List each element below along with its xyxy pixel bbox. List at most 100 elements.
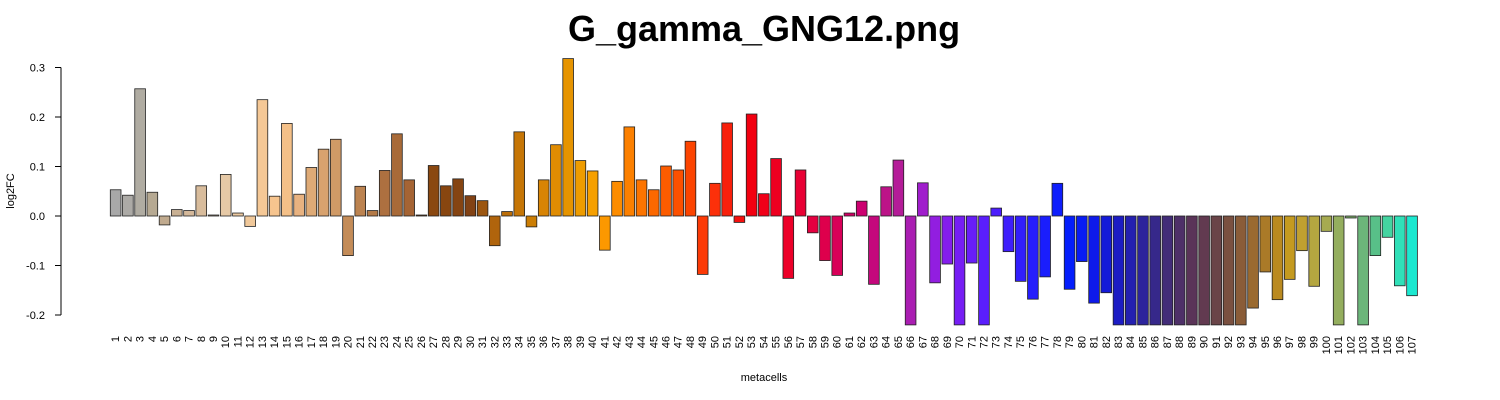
bar-metacell-59	[819, 215, 831, 261]
bar-metacell-81	[1088, 215, 1100, 304]
y-tick-label: 0.1	[30, 162, 45, 174]
bar-metacell-31	[476, 200, 489, 217]
bar-metacell-38	[562, 58, 574, 217]
x-tick-label: 14	[269, 336, 281, 348]
bar-metacell-2	[122, 194, 134, 217]
x-tick-label: 107	[1407, 336, 1419, 354]
x-tick-label: 40	[587, 336, 599, 348]
x-tick-label: 10	[220, 336, 232, 348]
bar-metacell-65	[892, 159, 905, 217]
x-tick-label: 98	[1296, 336, 1308, 348]
x-tick-label: 99	[1309, 336, 1321, 348]
bar-metacell-95	[1259, 215, 1272, 273]
x-tick-label: 25	[404, 336, 416, 348]
x-tick-label: 21	[355, 336, 367, 348]
x-tick-label: 31	[477, 336, 489, 348]
x-tick-label: 30	[465, 336, 477, 348]
bar-metacell-73	[990, 207, 1002, 217]
bar-metacell-52	[733, 215, 746, 223]
x-tick-label: 11	[232, 336, 244, 347]
x-tick-label: 16	[294, 336, 306, 348]
x-tick-label: 69	[942, 336, 954, 348]
bar-metacell-10	[219, 174, 232, 217]
bar-metacell-16	[293, 193, 305, 217]
bar-metacell-69	[941, 215, 954, 265]
x-tick-label: 64	[881, 336, 893, 348]
bar-metacell-58	[807, 215, 819, 234]
bar-metacell-55	[770, 158, 782, 217]
x-tick-label: 15	[281, 336, 293, 348]
x-tick-label: 36	[538, 336, 550, 348]
bar-metacell-99	[1308, 215, 1320, 287]
x-tick-label: 75	[1015, 336, 1027, 348]
x-tick-label: 29	[453, 336, 465, 348]
x-tick-label: 78	[1052, 336, 1064, 348]
bar-metacell-19	[330, 138, 342, 217]
x-tick-label: 26	[416, 336, 428, 348]
bars	[109, 58, 1418, 326]
bar-metacell-15	[281, 123, 293, 217]
x-tick-label: 70	[954, 336, 966, 348]
x-tick-label: 105	[1382, 336, 1394, 354]
bar-metacell-35	[525, 215, 538, 228]
bar-metacell-45	[648, 189, 660, 217]
x-tick-label: 77	[1040, 336, 1052, 348]
x-tick-label: 22	[367, 336, 379, 348]
bar-metacell-12	[244, 215, 256, 227]
bar-metacell-104	[1369, 215, 1382, 256]
y-tick-label: 0.0	[30, 211, 45, 223]
x-tick-label: 56	[783, 336, 795, 348]
bar-metacell-36	[537, 179, 550, 217]
bar-metacell-61	[843, 212, 856, 217]
x-tick-label: 53	[746, 336, 758, 348]
bar-metacell-6	[171, 209, 183, 217]
x-tick-label: 20	[343, 336, 355, 348]
bar-metacell-3	[134, 88, 146, 217]
bar-metacell-9	[207, 214, 220, 217]
x-tick-label: 92	[1223, 336, 1235, 348]
x-tick-label: 50	[709, 336, 721, 348]
x-tick-label: 90	[1199, 336, 1211, 348]
x-tick-label: 82	[1101, 336, 1113, 348]
bar-metacell-14	[268, 195, 281, 217]
x-tick-label: 101	[1333, 336, 1345, 354]
bar-metacell-20	[342, 215, 354, 256]
bar-metacell-33	[501, 211, 513, 217]
chart-title: G_gamma_GNG12.png	[567, 8, 961, 49]
bar-metacell-40	[586, 170, 599, 217]
x-tick-label: 55	[771, 336, 783, 348]
x-tick-label: 96	[1272, 336, 1284, 348]
x-tick-label: 72	[978, 336, 990, 348]
x-tick-label: 93	[1235, 336, 1247, 348]
bar-metacell-28	[440, 185, 452, 217]
x-tick-label: 6	[171, 336, 183, 342]
x-tick-label: 68	[930, 336, 942, 348]
x-tick-label: 88	[1174, 336, 1186, 348]
x-tick-label: 104	[1370, 336, 1382, 354]
x-tick-label: 23	[379, 336, 391, 348]
x-tick-label: 97	[1284, 336, 1296, 348]
bar-metacell-23	[378, 170, 391, 217]
bar-metacell-39	[574, 160, 587, 217]
x-tick-label: 62	[856, 336, 868, 348]
x-tick-label: 87	[1162, 336, 1174, 348]
bar-metacell-88	[1173, 215, 1186, 326]
bar-metacell-64	[880, 186, 892, 217]
x-tick-label: 32	[489, 336, 501, 348]
bar-metacell-66	[904, 215, 917, 326]
bar-metacell-56	[782, 215, 795, 279]
bar-metacell-102	[1345, 215, 1357, 219]
bar-metacell-48	[684, 140, 697, 217]
x-tick-label: 57	[795, 336, 807, 348]
x-tick-label: 51	[722, 336, 734, 348]
x-tick-label: 49	[697, 336, 709, 348]
bar-metacell-70	[953, 215, 966, 326]
bar-metacell-27	[427, 165, 440, 217]
bar-metacell-11	[232, 212, 244, 217]
x-tick-label: 39	[575, 336, 587, 348]
bar-metacell-82	[1100, 215, 1113, 294]
x-tick-label: 24	[391, 336, 403, 348]
x-tick-label: 67	[917, 336, 929, 348]
x-tick-label: 42	[612, 336, 624, 348]
